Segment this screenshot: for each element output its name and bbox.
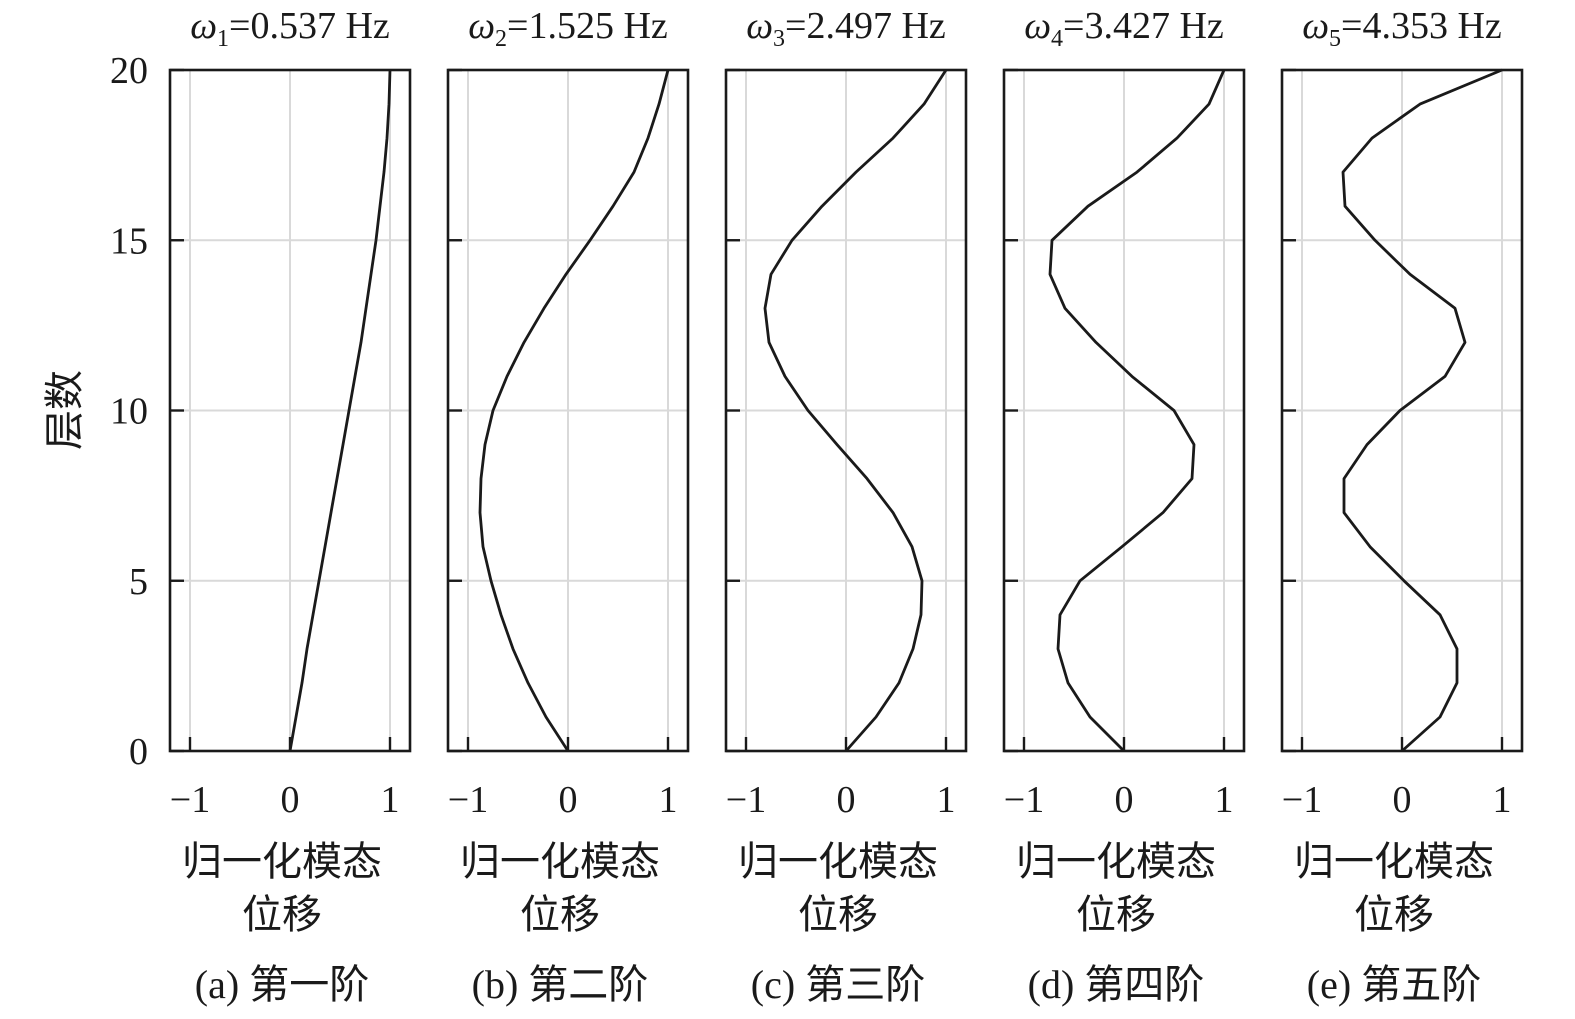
x-tick-label: 0 bbox=[837, 779, 856, 821]
x-tick-label: 1 bbox=[659, 779, 678, 821]
panel-title: ω3=2.497 Hz bbox=[746, 5, 946, 52]
mode-shape-line bbox=[288, 69, 392, 752]
mode-shape-line bbox=[1341, 68, 1503, 753]
x-tick-label: 1 bbox=[1215, 779, 1234, 821]
mode-shape-line bbox=[763, 69, 948, 752]
x-tick-label: 0 bbox=[559, 779, 578, 821]
mode-shape-line bbox=[478, 69, 670, 752]
x-tick-label: 0 bbox=[1393, 779, 1412, 821]
x-axis-label-line2: 位移 bbox=[1076, 892, 1156, 937]
panel-title: ω2=1.525 Hz bbox=[468, 5, 668, 52]
mode-shape-line bbox=[1048, 69, 1226, 752]
panel-title: ω5=4.353 Hz bbox=[1302, 5, 1502, 52]
x-axis-label-line2: 位移 bbox=[798, 892, 878, 937]
x-axis-label-line1: 归一化模态 bbox=[1016, 839, 1216, 884]
x-tick-label: −1 bbox=[448, 779, 488, 821]
x-tick-label: 1 bbox=[1493, 779, 1512, 821]
x-tick-label: 0 bbox=[281, 779, 300, 821]
x-tick-label: 1 bbox=[381, 779, 400, 821]
panel-title: ω4=3.427 Hz bbox=[1024, 5, 1224, 52]
x-tick-label: −1 bbox=[1004, 779, 1044, 821]
panel-caption: (c) 第三阶 bbox=[751, 962, 925, 1007]
x-tick-label: −1 bbox=[726, 779, 766, 821]
x-axis-label-line1: 归一化模态 bbox=[182, 839, 382, 884]
x-tick-label: −1 bbox=[1282, 779, 1322, 821]
panel-caption: (d) 第四阶 bbox=[1028, 962, 1205, 1007]
x-tick-label: 0 bbox=[1115, 779, 1134, 821]
x-axis-label-line1: 归一化模态 bbox=[738, 839, 938, 884]
x-axis-label-line1: 归一化模态 bbox=[460, 839, 660, 884]
x-axis-label-line2: 位移 bbox=[242, 892, 322, 937]
x-tick-label: 1 bbox=[937, 779, 956, 821]
x-tick-label: −1 bbox=[170, 779, 210, 821]
panel-caption: (b) 第二阶 bbox=[472, 962, 649, 1007]
y-tick-label: 20 bbox=[110, 50, 148, 92]
x-axis-label-line2: 位移 bbox=[1354, 892, 1434, 937]
panel-caption: (e) 第五阶 bbox=[1307, 962, 1481, 1007]
panel-caption: (a) 第一阶 bbox=[195, 962, 369, 1007]
y-tick-label: 5 bbox=[129, 561, 148, 603]
x-axis-label-line2: 位移 bbox=[520, 892, 600, 937]
y-axis-label: 层数 bbox=[42, 370, 87, 450]
y-tick-label: 15 bbox=[110, 220, 148, 262]
y-tick-label: 10 bbox=[110, 391, 148, 433]
y-tick-label: 0 bbox=[129, 731, 148, 773]
panel-title: ω1=0.537 Hz bbox=[190, 5, 390, 52]
x-axis-label-line1: 归一化模态 bbox=[1294, 839, 1494, 884]
